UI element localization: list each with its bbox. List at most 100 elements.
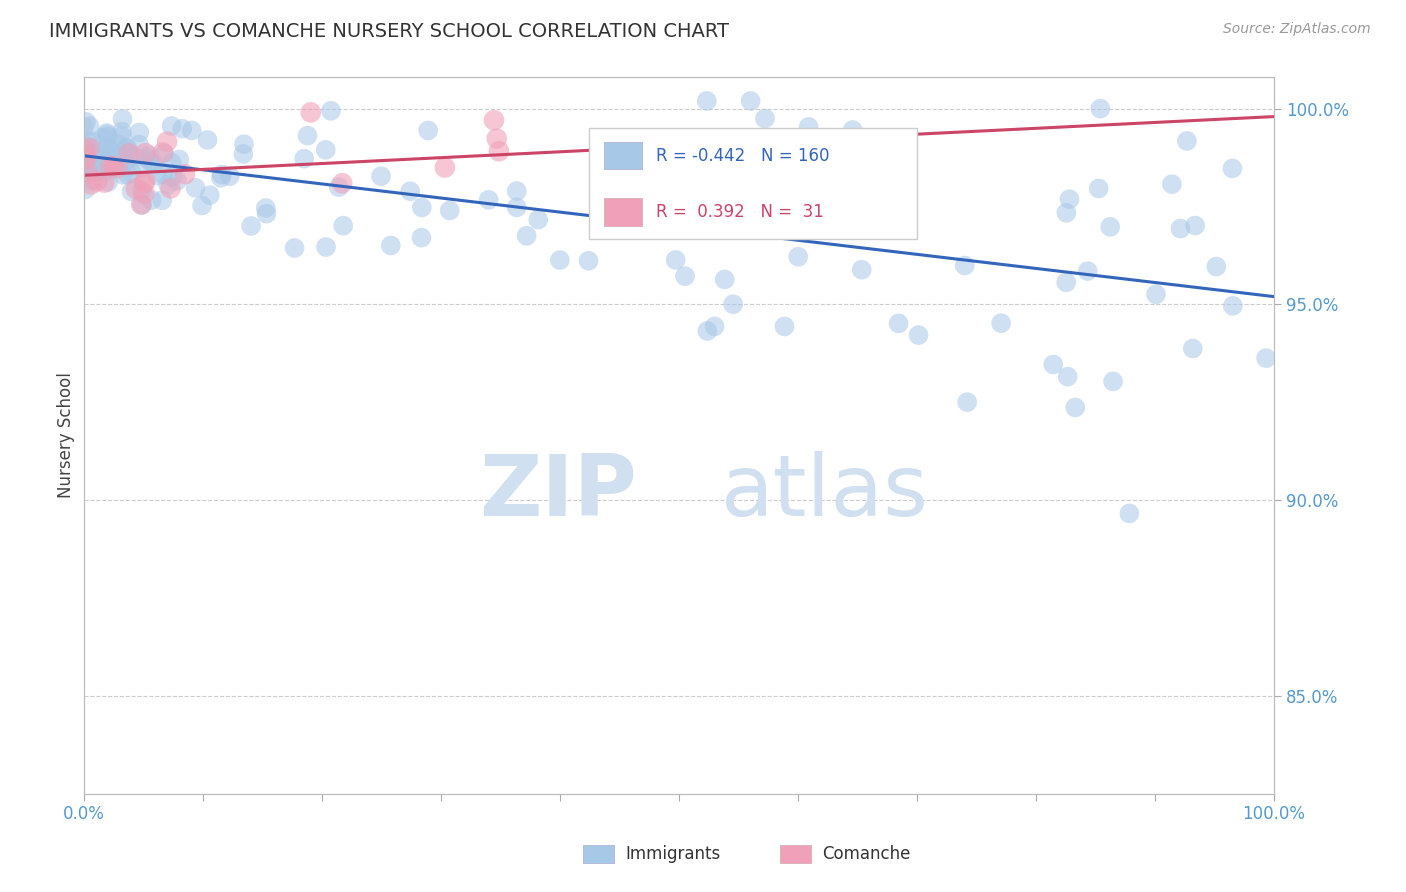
Point [166,174,188,188]
Bar [603,199,643,226]
FancyBboxPatch shape [589,128,917,238]
Point [80,178,103,192]
Point [488,145,510,159]
Point [315,240,337,254]
Point [79,148,101,162]
Point [197,133,219,147]
Point [141,193,163,207]
Point [117,141,139,155]
Point [152,167,174,181]
Point [666,136,689,150]
Point [84,163,107,178]
Text: Comanche: Comanche [823,845,911,863]
Point [665,252,688,267]
Point [76,161,98,176]
Point [136,152,159,166]
Point [160,155,183,169]
Point [150,194,173,208]
Point [134,176,156,190]
Point [370,169,392,184]
Point [233,137,256,152]
Point [142,157,165,171]
Point [139,154,162,169]
Point [485,131,508,145]
Point [297,128,319,143]
Point [721,297,744,311]
Point [105,144,128,158]
Point [76,149,98,163]
Point [1042,358,1064,372]
Point [73,137,96,152]
Point [105,161,128,175]
Point [98,162,121,177]
Point [96,128,118,142]
Point [76,134,98,148]
Point [232,147,254,161]
Point [1102,375,1125,389]
Point [107,152,129,166]
Point [1054,276,1077,290]
Point [134,146,156,161]
Point [117,168,139,182]
Point [411,201,433,215]
Point [1161,177,1184,191]
Point [411,230,433,244]
Point [82,164,104,178]
Point [506,184,529,198]
Point [157,178,180,192]
Point [1170,221,1192,235]
Point [1099,219,1122,234]
Point [93,151,115,165]
Point [198,188,221,202]
Bar [583,845,614,863]
Point [114,154,136,169]
Point [72,149,94,163]
Point [516,228,538,243]
Point [328,180,350,194]
Point [94,165,117,179]
Point [292,152,315,166]
Point [118,146,141,161]
Point [93,130,115,145]
Point [703,319,725,334]
Point [94,149,117,163]
Point [82,141,104,155]
Point [131,198,153,212]
Point [1064,401,1087,415]
Point [93,145,115,160]
Point [1056,369,1078,384]
Point [111,129,134,144]
Point [86,164,108,178]
Point [152,145,174,160]
Point [80,173,103,187]
Point [77,166,100,180]
Point [1181,342,1204,356]
Point [696,94,718,108]
Text: Immigrants: Immigrants [626,845,721,863]
Point [73,120,96,134]
Bar [603,142,643,169]
Point [439,203,461,218]
Point [100,145,122,159]
Point [399,184,422,198]
Point [98,159,121,173]
Point [138,148,160,162]
Point [1054,206,1077,220]
Point [433,161,456,175]
Point [527,212,550,227]
Text: ZIP: ZIP [479,451,637,534]
Point [284,241,307,255]
Point [131,161,153,175]
Point [907,328,929,343]
Point [1205,260,1227,274]
Point [111,124,134,138]
Point [169,153,191,167]
Point [129,197,152,211]
Point [93,176,115,190]
Point [121,166,143,180]
Point [160,169,183,184]
Point [841,123,863,137]
Point [953,259,976,273]
Point [1175,134,1198,148]
Point [482,113,505,128]
